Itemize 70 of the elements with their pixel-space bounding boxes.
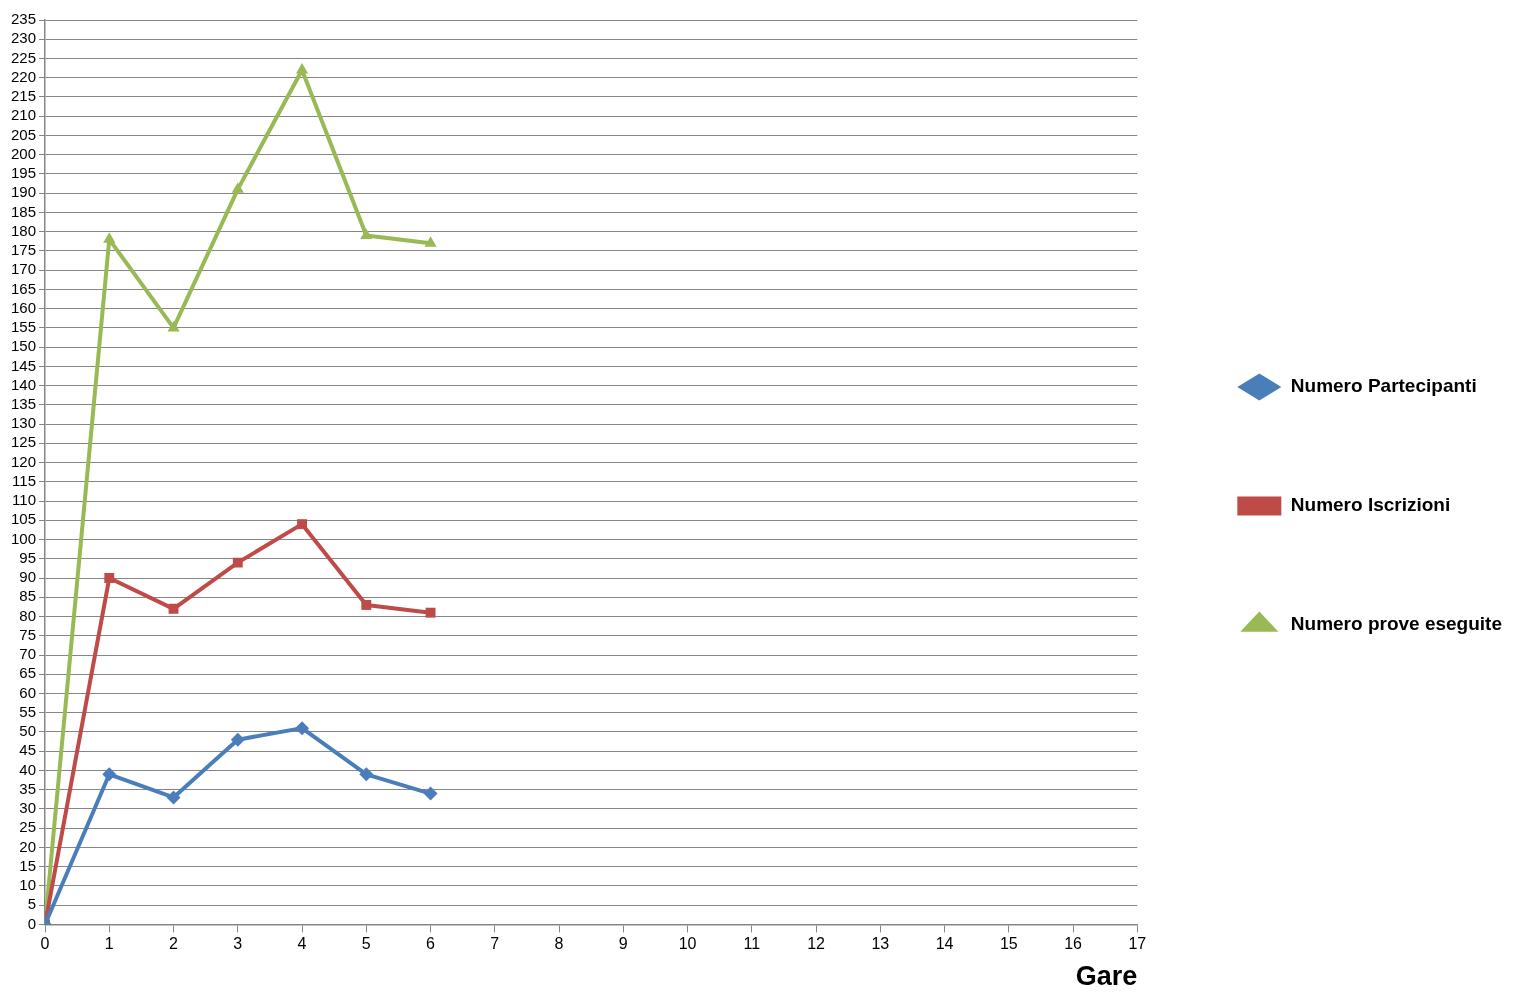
y-tick-label: 215	[11, 87, 37, 105]
x-tick-label: 13	[871, 935, 890, 953]
y-tick-label: 165	[11, 279, 37, 297]
y-tick-label: 185	[11, 202, 37, 220]
x-tick-label: 4	[297, 935, 307, 953]
legend-label: Numero prove eseguite	[1290, 613, 1502, 635]
x-tick-label: 5	[361, 935, 371, 953]
y-tick-label: 50	[19, 722, 37, 740]
y-tick-label: 175	[11, 241, 37, 259]
y-tick-label: 15	[19, 856, 37, 874]
legend-label: Numero Partecipanti	[1290, 375, 1477, 397]
y-tick-label: 125	[11, 433, 37, 451]
y-tick-label: 130	[11, 414, 37, 432]
y-tick-label: 230	[11, 29, 37, 47]
y-tick-label: 45	[19, 741, 37, 759]
x-tick-label: 1	[104, 935, 114, 953]
y-tick-label: 35	[19, 779, 37, 797]
y-tick-label: 200	[11, 144, 37, 162]
y-tick-label: 170	[11, 260, 37, 278]
y-tick-label: 235	[11, 10, 37, 28]
y-tick-label: 115	[12, 471, 37, 489]
y-tick-label: 80	[19, 606, 37, 624]
y-tick-label: 65	[19, 664, 37, 682]
y-tick-label: 140	[11, 375, 37, 393]
y-tick-label: 205	[11, 125, 37, 143]
y-tick-label: 5	[27, 895, 37, 913]
y-tick-label: 160	[11, 298, 37, 316]
y-tick-label: 105	[11, 510, 37, 528]
y-tick-label: 110	[12, 491, 37, 509]
y-tick-label: 180	[11, 221, 37, 239]
x-tick-label: 9	[618, 935, 628, 953]
y-tick-label: 30	[19, 799, 37, 817]
y-tick-label: 145	[11, 356, 37, 374]
y-tick-label: 75	[19, 625, 37, 643]
y-tick-label: 155	[11, 318, 37, 336]
x-tick-label: 7	[490, 935, 500, 953]
x-tick-label: 3	[233, 935, 243, 953]
y-tick-label: 190	[11, 183, 37, 201]
x-tick-label: 15	[999, 935, 1018, 953]
y-tick-label: 25	[19, 818, 37, 836]
x-tick-label: 12	[807, 935, 826, 953]
y-tick-label: 70	[19, 645, 37, 663]
legend-label: Numero Iscrizioni	[1290, 494, 1451, 516]
y-tick-label: 135	[11, 394, 37, 412]
y-tick-label: 210	[11, 106, 37, 124]
y-tick-label: 0	[27, 914, 37, 932]
y-tick-label: 100	[11, 529, 37, 547]
y-tick-label: 90	[19, 568, 37, 586]
y-tick-label: 10	[19, 876, 37, 894]
x-tick-label: 2	[169, 935, 179, 953]
y-tick-label: 60	[19, 683, 37, 701]
y-tick-label: 85	[19, 587, 37, 605]
x-tick-label: 17	[1128, 935, 1147, 953]
y-tick-label: 120	[11, 452, 37, 470]
x-tick-label: 10	[678, 935, 697, 953]
y-tick-label: 225	[11, 48, 37, 66]
y-tick-label: 195	[11, 164, 37, 182]
y-tick-label: 95	[19, 548, 37, 566]
x-tick-label: 14	[935, 935, 954, 953]
y-tick-label: 40	[19, 760, 37, 778]
y-tick-label: 20	[19, 837, 37, 855]
x-tick-label: 16	[1064, 935, 1083, 953]
x-tick-label: 6	[426, 935, 436, 953]
x-tick-label: 11	[743, 935, 761, 953]
y-tick-label: 55	[19, 702, 37, 720]
y-tick-label: 220	[11, 67, 37, 85]
y-tick-label: 150	[11, 337, 37, 355]
x-axis-title: Gare	[1075, 961, 1138, 992]
x-tick-label: 8	[554, 935, 564, 953]
x-tick-label: 0	[40, 935, 50, 953]
